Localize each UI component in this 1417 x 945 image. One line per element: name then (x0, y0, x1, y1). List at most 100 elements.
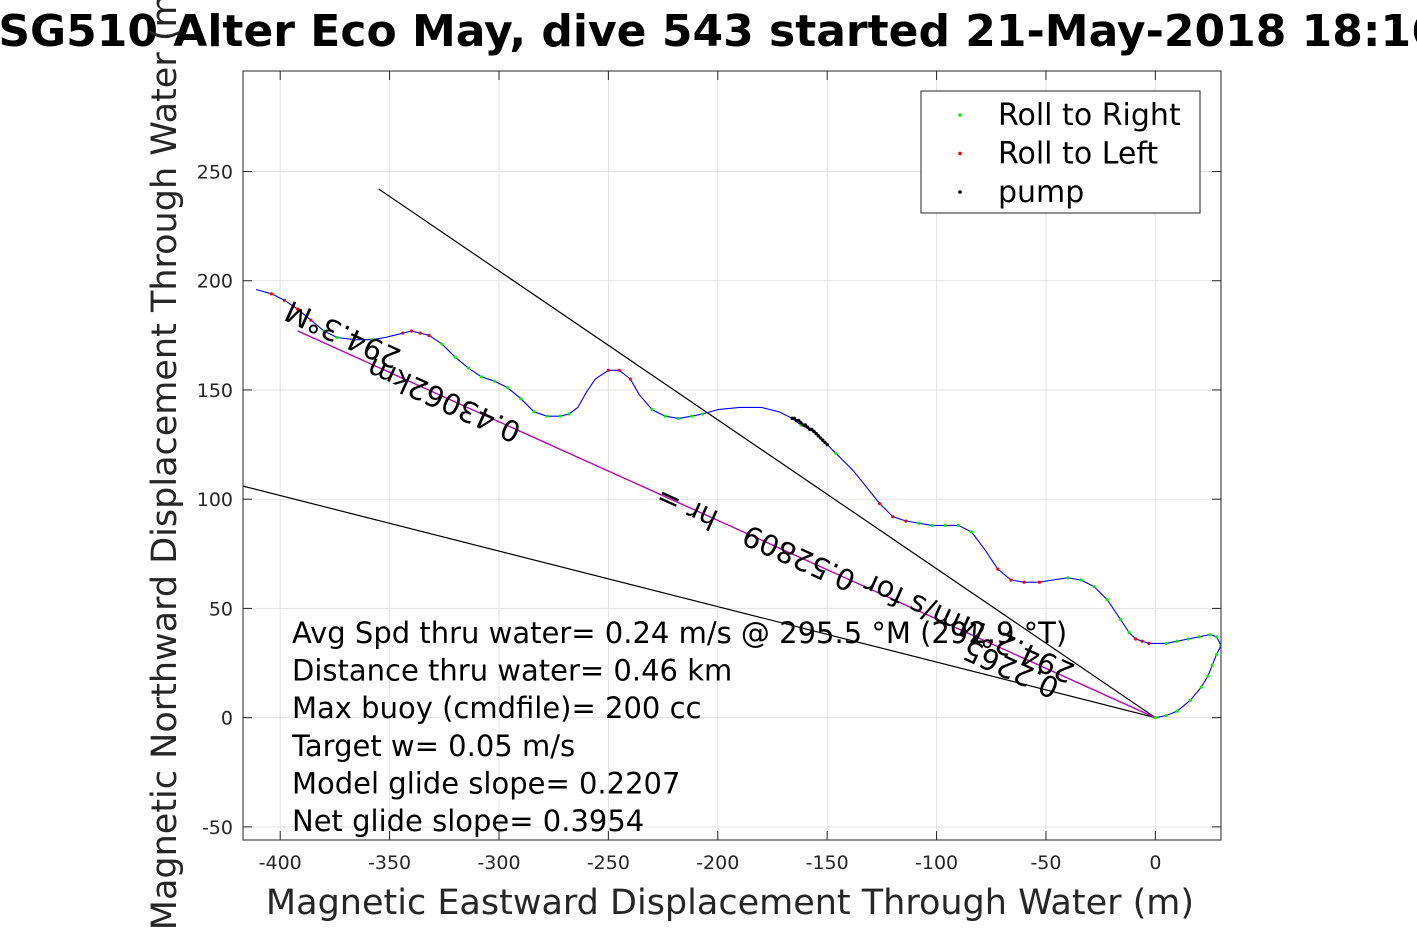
roll-left-point (418, 331, 422, 335)
roll-right-point (1188, 698, 1192, 702)
axes-box (242, 70, 1222, 841)
roll-right-point (956, 523, 961, 528)
pump-point (814, 431, 818, 436)
x-tick-label: -350 (368, 852, 411, 874)
roll-left-point (617, 368, 621, 372)
roll-left-point (606, 368, 610, 372)
x-tick-label: -150 (806, 852, 849, 874)
roll-right-point (1079, 578, 1083, 582)
legend-marker (958, 190, 962, 194)
roll-right-point (1175, 709, 1179, 713)
roll-right-point (519, 397, 523, 401)
roll-right-point (1208, 633, 1212, 637)
roll-right-point (370, 338, 374, 342)
pump-point (799, 421, 803, 425)
roll-right-point (453, 355, 457, 359)
roll-left-point (427, 333, 431, 337)
pump-point (807, 427, 812, 431)
roll-right-point (1118, 617, 1122, 621)
pump-point (805, 425, 810, 429)
roll-left-point (628, 377, 632, 381)
chart-title: SG510 Alter Eco May, dive 543 started 21… (0, 6, 1417, 57)
roll-right-point (1206, 674, 1210, 678)
roll-left-point (282, 298, 287, 302)
roll-left-point (904, 519, 908, 523)
roll-right-point (322, 329, 326, 333)
roll-left-point (1022, 580, 1026, 584)
y-tick-label: 100 (197, 489, 233, 511)
roll-right-point (352, 338, 357, 342)
x-tick-label: -50 (1030, 852, 1061, 874)
info-line: Net glide slope= 0.3954 (292, 804, 644, 838)
roll-left-point (878, 501, 882, 506)
roll-left-point (1134, 637, 1138, 641)
roll-right-point (1210, 663, 1214, 667)
y-tick-label: 200 (197, 271, 233, 293)
pump-point (818, 436, 823, 440)
roll-left-point (269, 292, 274, 296)
y-tick-label: 250 (197, 161, 233, 183)
y-ticks: -50 0 50 100 150 200 250 (197, 161, 1221, 839)
roll-right-point (1197, 635, 1201, 639)
x-ticks: -400 -350 -300 -250 -200 -150 -100 -50 0 (259, 71, 1161, 874)
roll-right-point (1092, 584, 1096, 589)
x-tick-label: -200 (696, 852, 739, 874)
roll-right-point (466, 366, 470, 370)
roll-right-point (479, 375, 484, 379)
y-tick-label: -50 (202, 817, 233, 839)
roll-right-point (1066, 576, 1070, 580)
roll-left-point (1009, 578, 1013, 582)
roll-right-point (567, 412, 571, 416)
roll-right-point (676, 416, 680, 420)
pump-point (821, 438, 825, 442)
info-line: Max buoy (cmdfile)= 200 cc (292, 691, 701, 725)
x-tick-label: -300 (477, 852, 520, 874)
roll-right-point (506, 386, 510, 390)
x-tick-label: -250 (587, 852, 630, 874)
info-line: Target w= 0.05 m/s (291, 729, 575, 763)
roll-left-point (409, 329, 414, 333)
roll-right-point (1215, 635, 1219, 639)
roll-right-point (532, 410, 536, 414)
roll-markers (269, 292, 1221, 720)
roll-right-point (930, 523, 934, 528)
roll-right-point (493, 379, 497, 383)
roll-left-point (1037, 580, 1042, 584)
legend-label: Roll to Right (998, 98, 1181, 133)
roll-left-point (996, 567, 1000, 571)
roll-right-point (1199, 685, 1203, 689)
roll-right-point (1186, 637, 1190, 641)
roll-right-point (545, 414, 549, 418)
roll-left-point (1140, 639, 1144, 643)
legend-box (920, 90, 1201, 214)
roll-right-point (700, 412, 705, 416)
y-axis-label: Magnetic Northward Displacement Through … (145, 0, 185, 930)
y-tick-label: 50 (209, 598, 233, 620)
roll-left-point (401, 331, 405, 335)
roll-right-point (335, 335, 339, 340)
roll-left-point (309, 318, 313, 322)
bearing-line (297, 330, 1156, 719)
y-tick-label: 0 (221, 708, 233, 730)
roll-left-point (296, 307, 300, 311)
roll-left-point (891, 515, 895, 519)
roll-right-point (834, 451, 838, 455)
roll-right-point (1127, 630, 1131, 635)
y-tick-label: 150 (197, 380, 233, 402)
pump-point (825, 442, 829, 447)
roll-right-point (1164, 713, 1168, 718)
roll-right-point (969, 530, 974, 534)
roll-right-point (558, 414, 562, 418)
roll-right-point (1215, 652, 1219, 656)
x-tick-label: -400 (259, 852, 302, 874)
legend-label: pump (998, 175, 1084, 210)
roll-right-point (1153, 716, 1157, 720)
bearing-lines (243, 188, 1156, 719)
pump-point (794, 418, 799, 423)
roll-right-point (663, 414, 667, 418)
roll-right-point (917, 521, 921, 525)
roll-right-point (1105, 598, 1109, 602)
pump-point (801, 423, 805, 427)
roll-right-point (943, 523, 947, 528)
